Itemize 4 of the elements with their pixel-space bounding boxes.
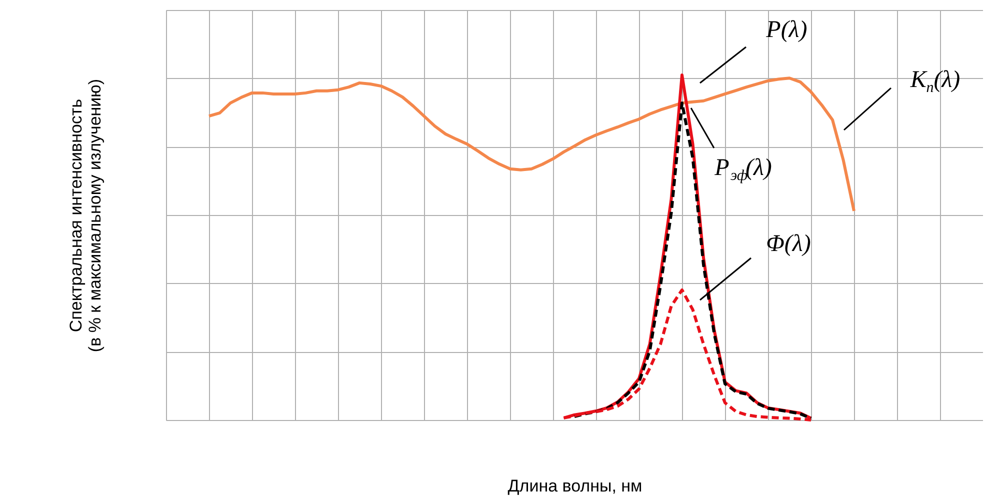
y-axis-title: Спектральная интенсивность (в % к максимальному излучению) — [66, 78, 104, 352]
text: P(λ) — [765, 17, 808, 43]
x-axis-title: Длина волны, нм — [508, 476, 642, 496]
text: Φ(λ) — [766, 231, 811, 257]
